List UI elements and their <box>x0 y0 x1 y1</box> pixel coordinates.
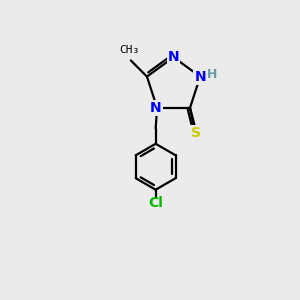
Text: S: S <box>191 127 201 140</box>
Text: CH₃: CH₃ <box>119 45 140 55</box>
Text: Cl: Cl <box>148 196 163 210</box>
Text: N: N <box>150 101 161 115</box>
Text: N: N <box>194 70 206 84</box>
Text: H: H <box>207 68 218 81</box>
Text: N: N <box>168 50 179 64</box>
